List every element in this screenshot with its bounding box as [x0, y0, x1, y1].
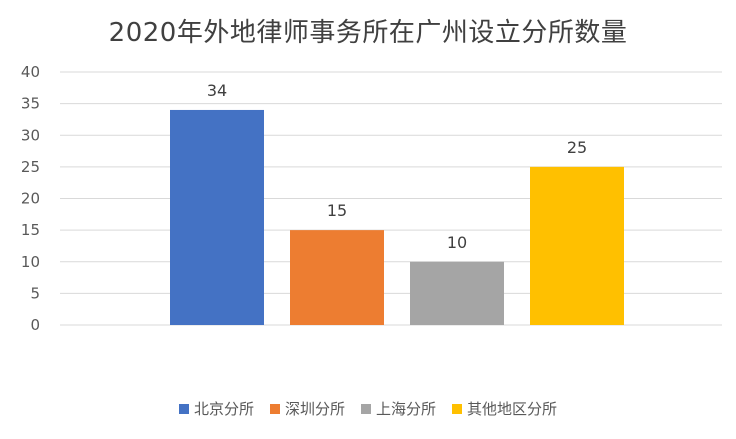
legend-item: 深圳分所 [269, 398, 345, 419]
bar-1 [170, 109, 264, 325]
legend: 北京分所 深圳分所 上海分所 其他地区分所 [0, 398, 736, 419]
chart-title: 2020年外地律师事务所在广州设立分所数量 [108, 18, 628, 48]
legend-swatch [178, 403, 189, 414]
bar-2 [290, 230, 384, 325]
legend-swatch [452, 403, 463, 414]
data-label: 34 [207, 81, 227, 100]
legend-label: 北京分所 [193, 400, 254, 418]
y-tick-label: 35 [21, 95, 40, 113]
legend-swatch [361, 403, 371, 414]
y-tick-label: 0 [30, 316, 40, 334]
y-tick-label: 25 [21, 158, 40, 176]
data-label: 15 [327, 201, 347, 220]
legend-item: 其他地区分所 [452, 398, 557, 419]
y-tick-label: 30 [21, 126, 40, 144]
legend-swatch [269, 403, 280, 414]
legend-item: 北京分所 [178, 398, 254, 419]
y-tick-label: 40 [21, 63, 40, 81]
bar-3 [410, 261, 504, 325]
y-tick-label: 15 [21, 221, 40, 239]
legend-label: 深圳分所 [284, 400, 345, 418]
data-label: 25 [567, 138, 587, 157]
legend-item: 上海分所 [361, 398, 436, 419]
y-tick-label: 5 [30, 284, 40, 302]
y-tick-label: 20 [21, 190, 40, 208]
data-label: 10 [447, 233, 467, 252]
legend-label: 上海分所 [376, 400, 437, 418]
y-tick-label: 10 [21, 253, 40, 271]
legend-label: 其他地区分所 [467, 400, 558, 418]
bar-4 [530, 166, 624, 325]
